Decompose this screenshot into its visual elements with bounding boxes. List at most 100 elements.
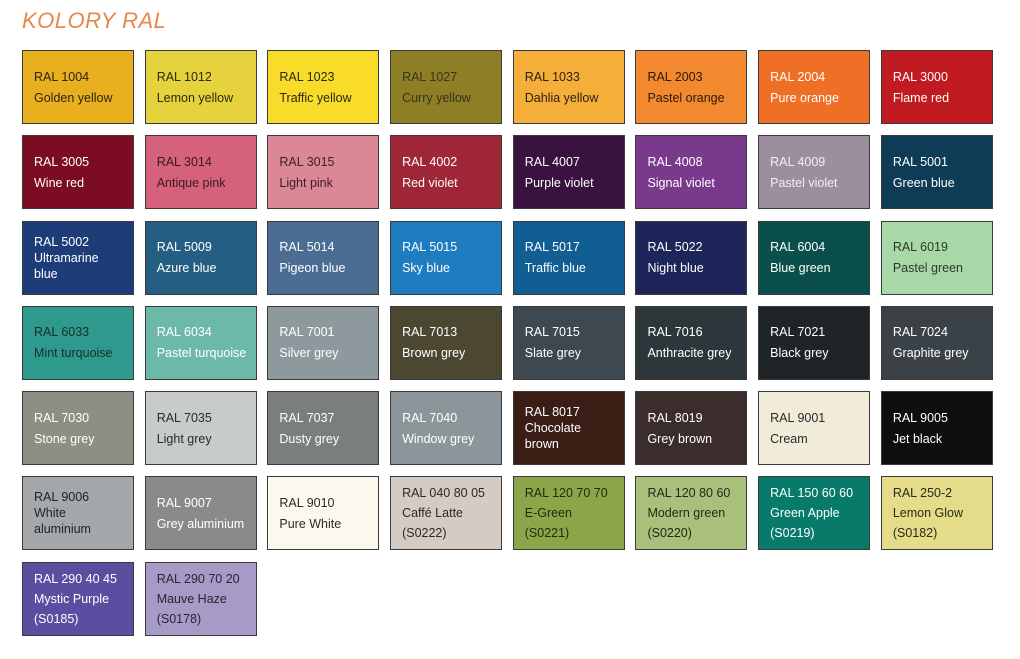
swatch-code: RAL 7015 xyxy=(524,325,580,340)
color-swatch: RAL 250-2 Lemon Glow (S0182) xyxy=(880,476,993,551)
swatch-code: RAL 9007 xyxy=(156,495,212,510)
swatch-name: Mint turquoise xyxy=(34,346,113,361)
color-swatch: RAL 040 80 05 Caffé Latte (S0222) xyxy=(390,476,503,551)
swatch-name: Blue green xyxy=(770,261,831,276)
swatch-name: Modern green xyxy=(647,506,726,521)
color-swatch: RAL 6019 Pastel green xyxy=(880,220,993,295)
color-swatch: RAL 5014 Pigeon blue xyxy=(267,220,380,295)
swatch-name: Window grey xyxy=(402,431,475,446)
swatch-name: Cream xyxy=(770,431,808,446)
color-swatch: RAL 120 70 70 E-Green (S0221) xyxy=(512,476,625,551)
color-swatch: RAL 1027 Curry yellow xyxy=(390,50,503,124)
swatch-code: RAL 120 70 70 xyxy=(524,486,608,501)
color-swatch: RAL 1023 Traffic yellow xyxy=(267,50,380,124)
swatch-name: Silver grey xyxy=(279,346,339,361)
swatch-name: Azure blue xyxy=(156,261,217,276)
swatch-code: RAL 4009 xyxy=(770,154,826,169)
swatch-name: Night blue xyxy=(647,261,704,276)
color-swatch: RAL 7035 Light grey xyxy=(144,391,257,466)
swatch-name: Chocolate xyxy=(524,421,582,436)
color-swatch: RAL 5017 Traffic blue xyxy=(512,220,625,295)
swatch-name: Flame red xyxy=(892,90,950,105)
swatch-name: Traffic blue xyxy=(524,261,586,276)
swatch-name: Dahlia yellow xyxy=(524,90,599,105)
swatch-code: RAL 1023 xyxy=(279,69,335,84)
swatch-name: (S0220) xyxy=(647,526,692,541)
swatch-name: Slate grey xyxy=(524,346,582,361)
swatch-name: Dusty grey xyxy=(279,431,340,446)
color-swatch: RAL 7030 Stone grey xyxy=(22,391,134,466)
color-swatch: RAL 3000 Flame red xyxy=(880,50,993,124)
swatch-name: Pure White xyxy=(279,516,342,531)
swatch-name: Grey brown xyxy=(647,431,713,446)
swatch-code: RAL 5017 xyxy=(524,240,580,255)
swatch-code: RAL 150 60 60 xyxy=(770,486,854,501)
swatch-name: Lemon Glow xyxy=(892,506,963,521)
swatch-name: Green Apple xyxy=(770,506,840,521)
swatch-name: Stone grey xyxy=(34,431,95,446)
color-swatch: RAL 150 60 60 Green Apple (S0219) xyxy=(758,476,871,551)
swatch-code: RAL 7021 xyxy=(770,325,826,340)
color-swatch: RAL 7001 Silver grey xyxy=(267,305,380,380)
swatch-code: RAL 1027 xyxy=(402,69,458,84)
swatch-code: RAL 2004 xyxy=(770,69,826,84)
swatch-code: RAL 3005 xyxy=(34,154,90,169)
swatch-name: Grey aluminium xyxy=(156,516,245,531)
color-swatch: RAL 5022 Night blue xyxy=(635,220,748,295)
color-swatch: RAL 2004 Pure orange xyxy=(758,50,871,124)
swatch-name: (S0221) xyxy=(524,526,570,541)
swatch-name: Signal violet xyxy=(647,175,715,190)
swatch-code: RAL 5022 xyxy=(647,240,703,255)
swatch-name: Curry yellow xyxy=(402,90,471,105)
swatch-code: RAL 3014 xyxy=(156,154,212,169)
swatch-code: RAL 040 80 05 xyxy=(402,486,485,501)
color-swatch: RAL 5002 Ultramarine blue xyxy=(22,220,134,295)
color-swatch: RAL 1004 Golden yellow xyxy=(22,50,134,124)
color-swatch: RAL 4002 Red violet xyxy=(390,135,503,210)
color-swatch: RAL 7024 Graphite grey xyxy=(880,305,993,380)
swatch-name: Ultramarine xyxy=(34,250,99,265)
color-swatch: RAL 9006 White aluminium xyxy=(22,476,134,551)
color-swatch: RAL 2003 Pastel orange xyxy=(635,50,748,124)
color-swatch: RAL 5009 Azure blue xyxy=(144,220,257,295)
color-swatch: RAL 120 80 60 Modern green (S0220) xyxy=(635,476,748,551)
swatch-name: Antique pink xyxy=(156,175,226,190)
swatch-name: Wine red xyxy=(34,175,85,190)
swatch-name: Pigeon blue xyxy=(279,261,346,276)
swatch-name: Jet black xyxy=(892,431,943,446)
swatch-name: Black grey xyxy=(770,346,829,361)
swatch-name: Caffé Latte xyxy=(402,506,463,521)
swatch-code: RAL 6004 xyxy=(770,240,826,255)
swatch-code: RAL 9010 xyxy=(279,495,335,510)
color-swatch: RAL 3014 Antique pink xyxy=(144,135,257,210)
color-swatch: RAL 9007 Grey aluminium xyxy=(144,476,257,551)
swatch-name: Brown grey xyxy=(402,346,466,361)
swatch-name: (S0219) xyxy=(770,526,815,541)
color-swatch: RAL 6033 Mint turquoise xyxy=(22,305,134,380)
swatch-code: RAL 120 80 60 xyxy=(647,486,731,501)
swatch-name: Pure orange xyxy=(770,90,839,105)
swatch-code: RAL 5002 xyxy=(34,234,90,249)
swatch-code: RAL 4008 xyxy=(647,154,703,169)
color-swatch: RAL 3015 Light pink xyxy=(267,135,380,210)
color-swatch: RAL 7013 Brown grey xyxy=(390,305,503,380)
swatch-code: RAL 6034 xyxy=(156,325,212,340)
color-swatch: RAL 9010 Pure White xyxy=(267,476,380,551)
color-swatch: RAL 4008 Signal violet xyxy=(635,135,748,210)
swatch-code: RAL 290 40 45 xyxy=(34,571,117,586)
swatch-code: RAL 7001 xyxy=(279,325,335,340)
swatch-code: RAL 7030 xyxy=(34,410,90,425)
color-swatch: RAL 4007 Purple violet xyxy=(512,135,625,210)
swatch-code: RAL 5001 xyxy=(892,154,948,169)
swatch-code: RAL 6019 xyxy=(892,240,948,255)
color-swatch: RAL 8017 Chocolate brown xyxy=(512,391,625,466)
swatch-code: RAL 1012 xyxy=(156,69,212,84)
color-swatch: RAL 1033 Dahlia yellow xyxy=(512,50,625,124)
swatch-code: RAL 7024 xyxy=(892,325,948,340)
swatch-code: RAL 3015 xyxy=(279,154,335,169)
swatch-name: White xyxy=(34,506,66,521)
swatch-name: Purple violet xyxy=(524,175,594,190)
page-title: KOLORY RAL xyxy=(22,8,167,33)
swatch-name: Light pink xyxy=(279,175,333,190)
swatch-name: Graphite grey xyxy=(892,346,969,361)
